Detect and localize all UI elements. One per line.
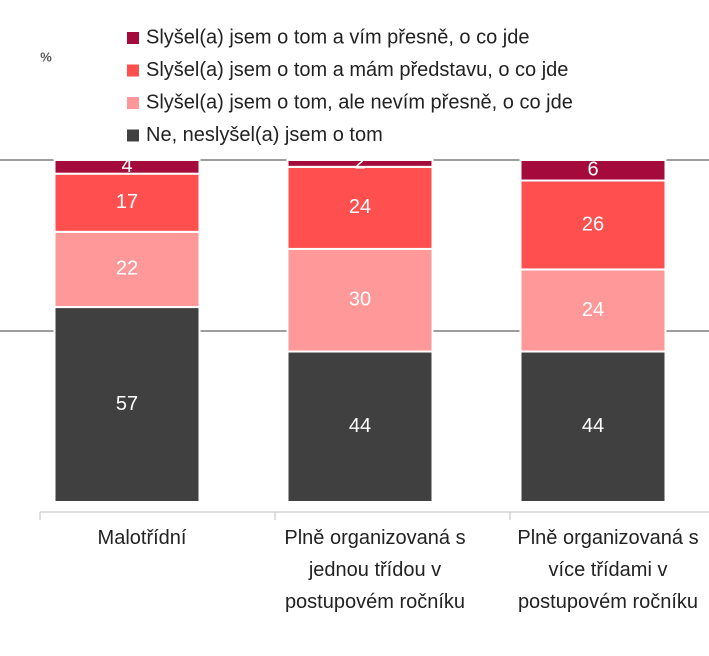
legend-swatch bbox=[127, 64, 139, 77]
x-tick-label: Plně organizovaná s více třídami v postu… bbox=[517, 527, 699, 613]
bar-segment bbox=[53, 306, 201, 503]
data-label: 24 bbox=[582, 299, 604, 321]
legend-label: Slyšel(a) jsem o tom, ale nevím přesně, … bbox=[146, 91, 573, 113]
legend-swatch bbox=[127, 32, 139, 44]
bar-segment bbox=[519, 179, 667, 271]
data-label: 24 bbox=[349, 196, 371, 218]
bar-segment bbox=[53, 172, 201, 233]
data-label: 44 bbox=[582, 415, 604, 437]
bar-segment bbox=[286, 159, 434, 168]
data-label: 6 bbox=[587, 159, 598, 181]
data-label: 2 bbox=[354, 152, 365, 174]
x-tick-label: Plně organizovaná s jednou třídou v post… bbox=[284, 527, 466, 613]
bar-segment bbox=[53, 159, 201, 175]
bar-segment bbox=[286, 165, 434, 250]
data-label: 30 bbox=[349, 289, 371, 311]
bar-segment bbox=[519, 268, 667, 353]
legend-swatch bbox=[127, 97, 139, 109]
bar-segment bbox=[286, 350, 434, 503]
data-label: 4 bbox=[121, 155, 132, 177]
bar-segment bbox=[286, 247, 434, 353]
data-label: 22 bbox=[116, 258, 138, 280]
bar-segment bbox=[519, 350, 667, 503]
x-tick-label: Malotřídní bbox=[97, 527, 187, 549]
data-label: 17 bbox=[116, 191, 138, 213]
data-label: 44 bbox=[349, 415, 371, 437]
legend-label: Slyšel(a) jsem o tom a mám představu, o … bbox=[146, 59, 568, 81]
legend-swatch bbox=[127, 129, 139, 142]
bar-segment bbox=[53, 230, 201, 309]
data-label: 57 bbox=[116, 393, 138, 415]
legend-label: Ne, neslyšel(a) jsem o tom bbox=[146, 124, 383, 146]
legend-label: Slyšel(a) jsem o tom a vím přesně, o co … bbox=[146, 26, 529, 48]
data-label: 26 bbox=[582, 213, 604, 235]
bar-segment bbox=[519, 159, 667, 182]
y-label: % bbox=[40, 49, 52, 64]
